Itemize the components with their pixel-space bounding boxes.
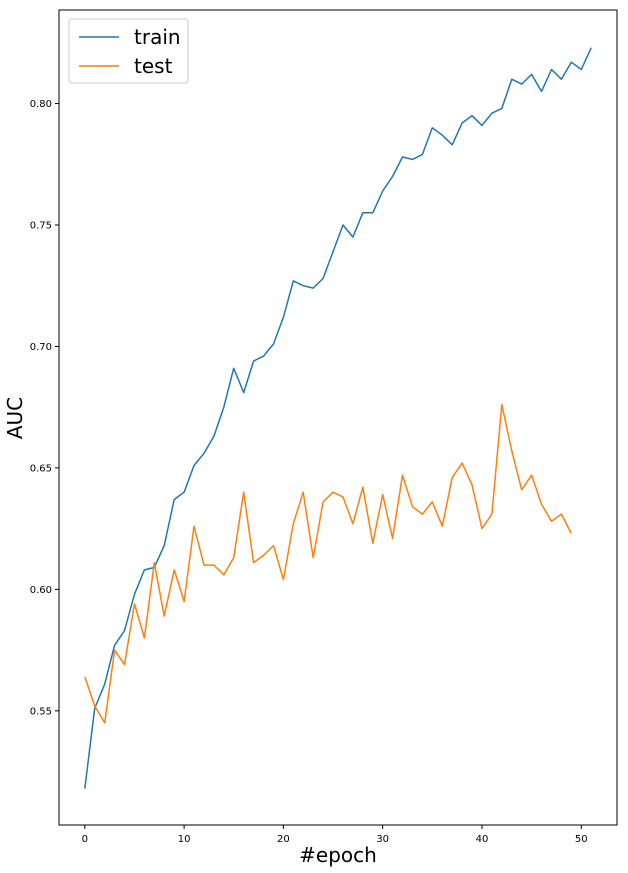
- legend-test-label: test: [134, 54, 173, 78]
- legend: train test: [68, 18, 189, 84]
- y-tick-label: 0.75: [30, 220, 52, 231]
- y-tick-label: 0.65: [30, 463, 52, 474]
- x-axis-label: #epoch: [299, 843, 377, 867]
- y-tick-label: 0.60: [30, 585, 52, 596]
- x-tick-label: 20: [277, 834, 290, 845]
- y-tick-label: 0.55: [30, 706, 52, 717]
- series-line-test: [84, 403, 572, 724]
- y-tick-label: 0.80: [30, 99, 52, 110]
- legend-train-label: train: [134, 25, 181, 49]
- y-axis: 0.55 0.60 0.65 0.70 0.75 0.80: [30, 99, 59, 717]
- series-line-train: [84, 47, 592, 789]
- x-tick-label: 0: [82, 834, 88, 845]
- plot-frame: [58, 9, 618, 826]
- x-tick-label: 50: [575, 834, 588, 845]
- x-tick-label: 30: [376, 834, 389, 845]
- legend-box: [68, 18, 189, 84]
- x-tick-label: 40: [476, 834, 489, 845]
- y-axis-label: AUC: [3, 397, 27, 439]
- plot-area: [84, 47, 592, 789]
- x-tick-label: 10: [178, 834, 191, 845]
- x-axis: 0 10 20 30 40 50: [82, 825, 588, 845]
- y-tick-label: 0.70: [30, 342, 52, 353]
